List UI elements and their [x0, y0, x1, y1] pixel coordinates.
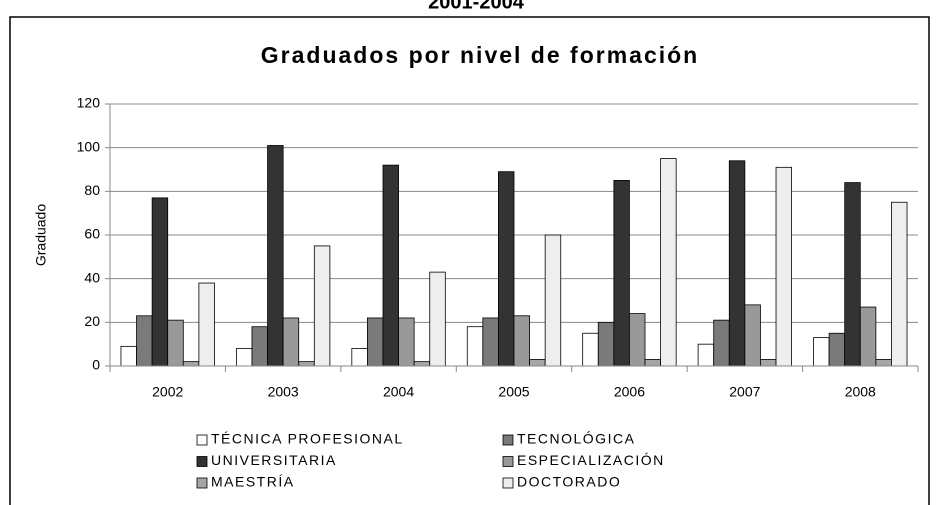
bar: [859, 306, 877, 367]
legend-swatch: [196, 477, 208, 489]
bar: [151, 197, 169, 367]
bar: [728, 160, 746, 367]
bar: [891, 201, 908, 367]
chart-title: Graduados por nivel de formación: [261, 42, 699, 68]
bar: [660, 158, 677, 367]
bar: [313, 245, 331, 367]
y-tick-label: 60: [84, 226, 100, 242]
legend-label: MAESTRÍA: [211, 474, 295, 490]
bar: [498, 171, 515, 367]
bar: [235, 348, 253, 367]
legend-swatch: [502, 477, 514, 489]
frame: [9, 16, 930, 505]
bar: [775, 166, 793, 367]
x-tick-label: 2003: [268, 384, 299, 400]
bar: [429, 271, 446, 367]
legend-swatch: [502, 434, 514, 446]
bar: [198, 282, 215, 367]
x-tick-label: 2006: [614, 384, 645, 400]
bar: [713, 319, 730, 367]
y-tick-label: 100: [77, 138, 101, 154]
y-tick-label: 20: [84, 313, 100, 329]
bar: [760, 359, 777, 367]
bar: [136, 315, 153, 367]
bar: [875, 359, 892, 367]
bar: [744, 304, 761, 367]
y-tick-label: 120: [77, 95, 101, 111]
bar: [828, 332, 846, 367]
bar: [367, 317, 384, 367]
x-tick-label: 2007: [729, 384, 760, 400]
legend-label: UNIVERSITARIA: [211, 452, 337, 468]
y-tick-label: 80: [84, 182, 100, 198]
bar: [613, 180, 630, 367]
bar: [629, 313, 646, 367]
legend-swatch: [196, 456, 208, 467]
legend-label: ESPECIALIZACIÓN: [517, 452, 665, 468]
y-tick-label: 40: [84, 269, 100, 285]
bar: [120, 345, 137, 367]
header: 2001-2004: [428, 0, 525, 13]
x-tick-label: 2002: [152, 384, 183, 400]
bar: [844, 182, 861, 367]
bar: [298, 361, 315, 367]
legend-swatch: [502, 456, 514, 467]
bar: [529, 359, 546, 367]
bar: [644, 359, 661, 367]
bar: [597, 321, 615, 367]
y-axis-label: Graduado: [33, 204, 49, 266]
bar: [282, 317, 300, 367]
legend-swatch: [196, 434, 208, 446]
bar: [697, 343, 715, 367]
bar: [482, 317, 499, 367]
bar: [466, 326, 484, 367]
x-tick-label: 2008: [845, 384, 876, 400]
bar: [167, 319, 184, 367]
bar: [251, 326, 268, 367]
bar: [582, 332, 599, 367]
bar: [813, 337, 830, 367]
bar: [267, 145, 284, 367]
legend-label: TÉCNICA PROFESIONAL: [211, 431, 404, 447]
x-tick-label: 2005: [498, 384, 529, 400]
bar: [382, 164, 399, 367]
x-tick-label: 2004: [383, 384, 414, 400]
bar: [182, 361, 200, 367]
bar: [544, 234, 562, 367]
y-tick-label: 0: [92, 357, 100, 373]
legend-label: TECNOLÓGICA: [517, 431, 635, 447]
legend-label: DOCTORADO: [517, 474, 621, 490]
bar: [398, 317, 415, 367]
bar: [513, 315, 530, 367]
bar: [413, 361, 431, 367]
bar: [351, 348, 368, 367]
